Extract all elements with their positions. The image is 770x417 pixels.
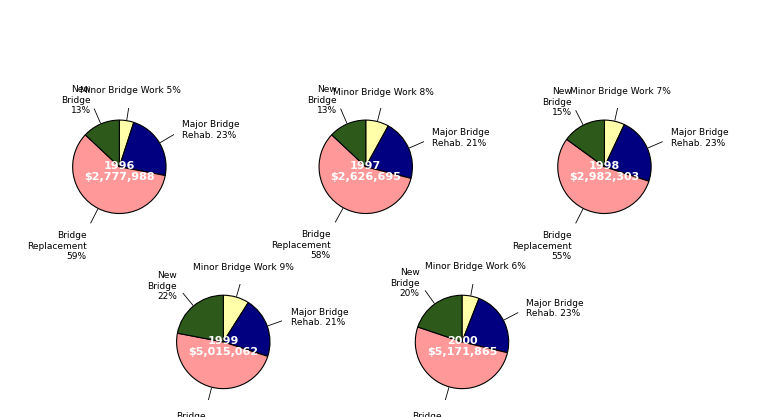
Text: 1998
$2,982,303: 1998 $2,982,303 — [569, 161, 640, 182]
Wedge shape — [415, 327, 507, 389]
Wedge shape — [223, 302, 270, 357]
Text: New
Bridge
15%: New Bridge 15% — [542, 88, 571, 117]
Wedge shape — [604, 125, 651, 181]
Wedge shape — [176, 333, 268, 389]
Text: Minor Bridge Work 6%: Minor Bridge Work 6% — [425, 262, 526, 271]
Text: Bridge
Replacement
52%: Bridge Replacement 52% — [382, 412, 442, 417]
Text: New
Bridge
20%: New Bridge 20% — [390, 268, 420, 298]
Text: Major Bridge
Rehab. 21%: Major Bridge Rehab. 21% — [432, 128, 490, 148]
Wedge shape — [567, 120, 604, 167]
Wedge shape — [462, 295, 479, 342]
Wedge shape — [85, 120, 119, 167]
Wedge shape — [462, 299, 509, 353]
Wedge shape — [418, 295, 462, 342]
Wedge shape — [319, 135, 411, 214]
Text: New
Bridge
13%: New Bridge 13% — [61, 85, 91, 115]
Wedge shape — [366, 120, 388, 167]
Text: Major Bridge
Rehab. 23%: Major Bridge Rehab. 23% — [526, 299, 584, 318]
Wedge shape — [366, 126, 413, 178]
Text: 1999
$5,015,062: 1999 $5,015,062 — [188, 336, 259, 357]
Text: Minor Bridge Work 5%: Minor Bridge Work 5% — [80, 86, 181, 95]
Wedge shape — [557, 139, 649, 214]
Text: New
Bridge
13%: New Bridge 13% — [307, 85, 337, 115]
Text: Major Bridge
Rehab. 23%: Major Bridge Rehab. 23% — [671, 128, 728, 148]
Text: Minor Bridge Work 9%: Minor Bridge Work 9% — [193, 264, 294, 272]
Text: 1997
$2,626,695: 1997 $2,626,695 — [330, 161, 401, 182]
Text: 2000
$5,171,865: 2000 $5,171,865 — [427, 336, 497, 357]
Wedge shape — [72, 135, 166, 214]
Text: Minor Bridge Work 7%: Minor Bridge Work 7% — [570, 87, 671, 96]
Text: Bridge
Replacement
48%: Bridge Replacement 48% — [146, 412, 206, 417]
Text: Minor Bridge Work 8%: Minor Bridge Work 8% — [333, 88, 434, 97]
Text: Bridge
Replacement
55%: Bridge Replacement 55% — [512, 231, 571, 261]
Text: Bridge
Replacement
59%: Bridge Replacement 59% — [27, 231, 86, 261]
Text: New
Bridge
22%: New Bridge 22% — [148, 271, 177, 301]
Wedge shape — [332, 120, 366, 167]
Wedge shape — [119, 122, 166, 176]
Wedge shape — [223, 295, 249, 342]
Wedge shape — [177, 295, 223, 342]
Text: Bridge
Replacement
58%: Bridge Replacement 58% — [271, 230, 331, 260]
Text: Major Bridge
Rehab. 23%: Major Bridge Rehab. 23% — [182, 120, 239, 140]
Wedge shape — [604, 120, 624, 167]
Text: Major Bridge
Rehab. 21%: Major Bridge Rehab. 21% — [291, 308, 349, 327]
Wedge shape — [119, 120, 134, 167]
Text: 1996
$2,777,988: 1996 $2,777,988 — [84, 161, 155, 182]
